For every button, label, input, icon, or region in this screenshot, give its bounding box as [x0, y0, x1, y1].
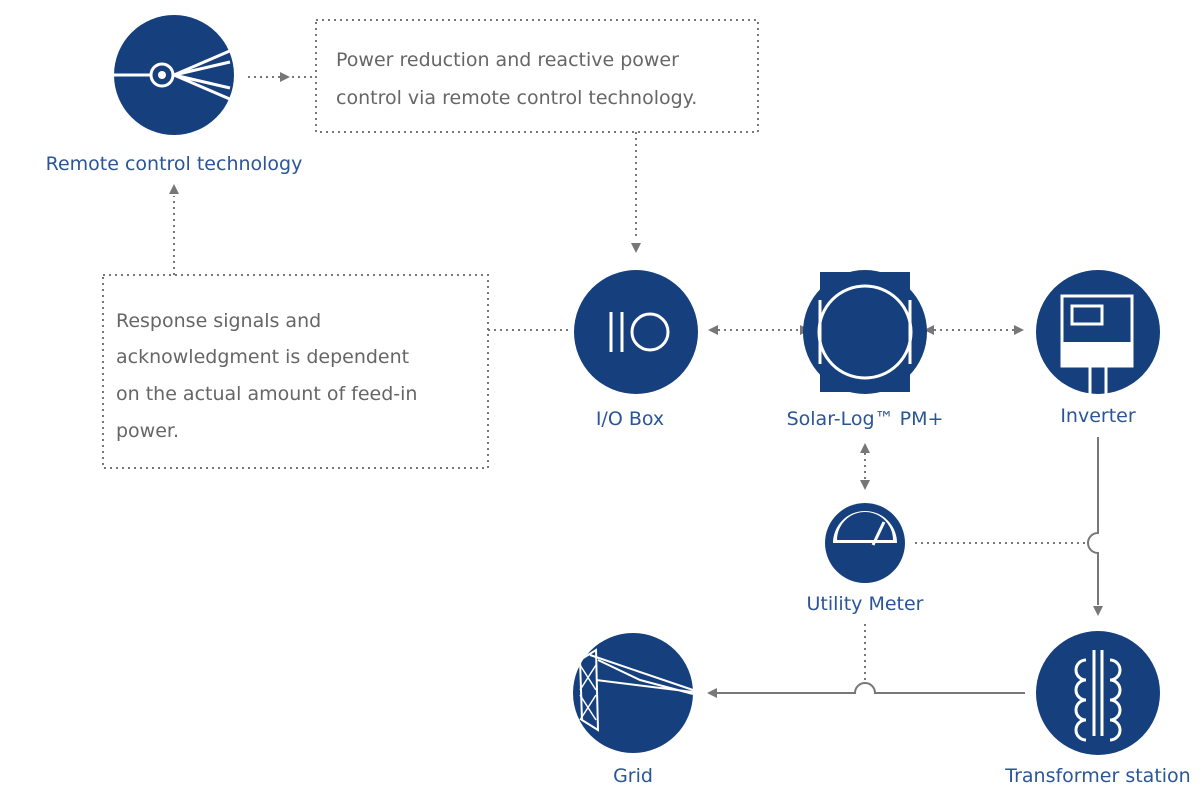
- note-box: [316, 20, 758, 132]
- transformer-icon: [1036, 631, 1160, 755]
- io-box-icon: [574, 270, 698, 394]
- diagram: Power reduction and reactive power contr…: [0, 0, 1204, 787]
- node-label: Transformer station: [1004, 765, 1190, 787]
- inverter-icon: [1036, 270, 1160, 394]
- node-label: I/O Box: [596, 408, 664, 430]
- utility-meter-icon: [825, 503, 905, 583]
- node-label: Inverter: [1060, 405, 1136, 427]
- node-label: Utility Meter: [807, 593, 924, 615]
- solar-log-icon: [803, 270, 927, 394]
- remote-control-icon: [114, 15, 234, 135]
- note-text: power.: [116, 420, 179, 442]
- grid-icon: [573, 633, 693, 753]
- node-label: Grid: [613, 765, 653, 787]
- note-text: Response signals and: [116, 310, 321, 332]
- node-label: Remote control technology: [46, 153, 303, 175]
- note-text: control via remote control technology.: [336, 87, 697, 109]
- note-text: Power reduction and reactive power: [336, 49, 679, 71]
- note-text: on the actual amount of feed-in: [116, 383, 417, 405]
- node-label: Solar-Log™ PM+: [787, 408, 944, 430]
- note-text: acknowledgment is dependent: [116, 346, 409, 368]
